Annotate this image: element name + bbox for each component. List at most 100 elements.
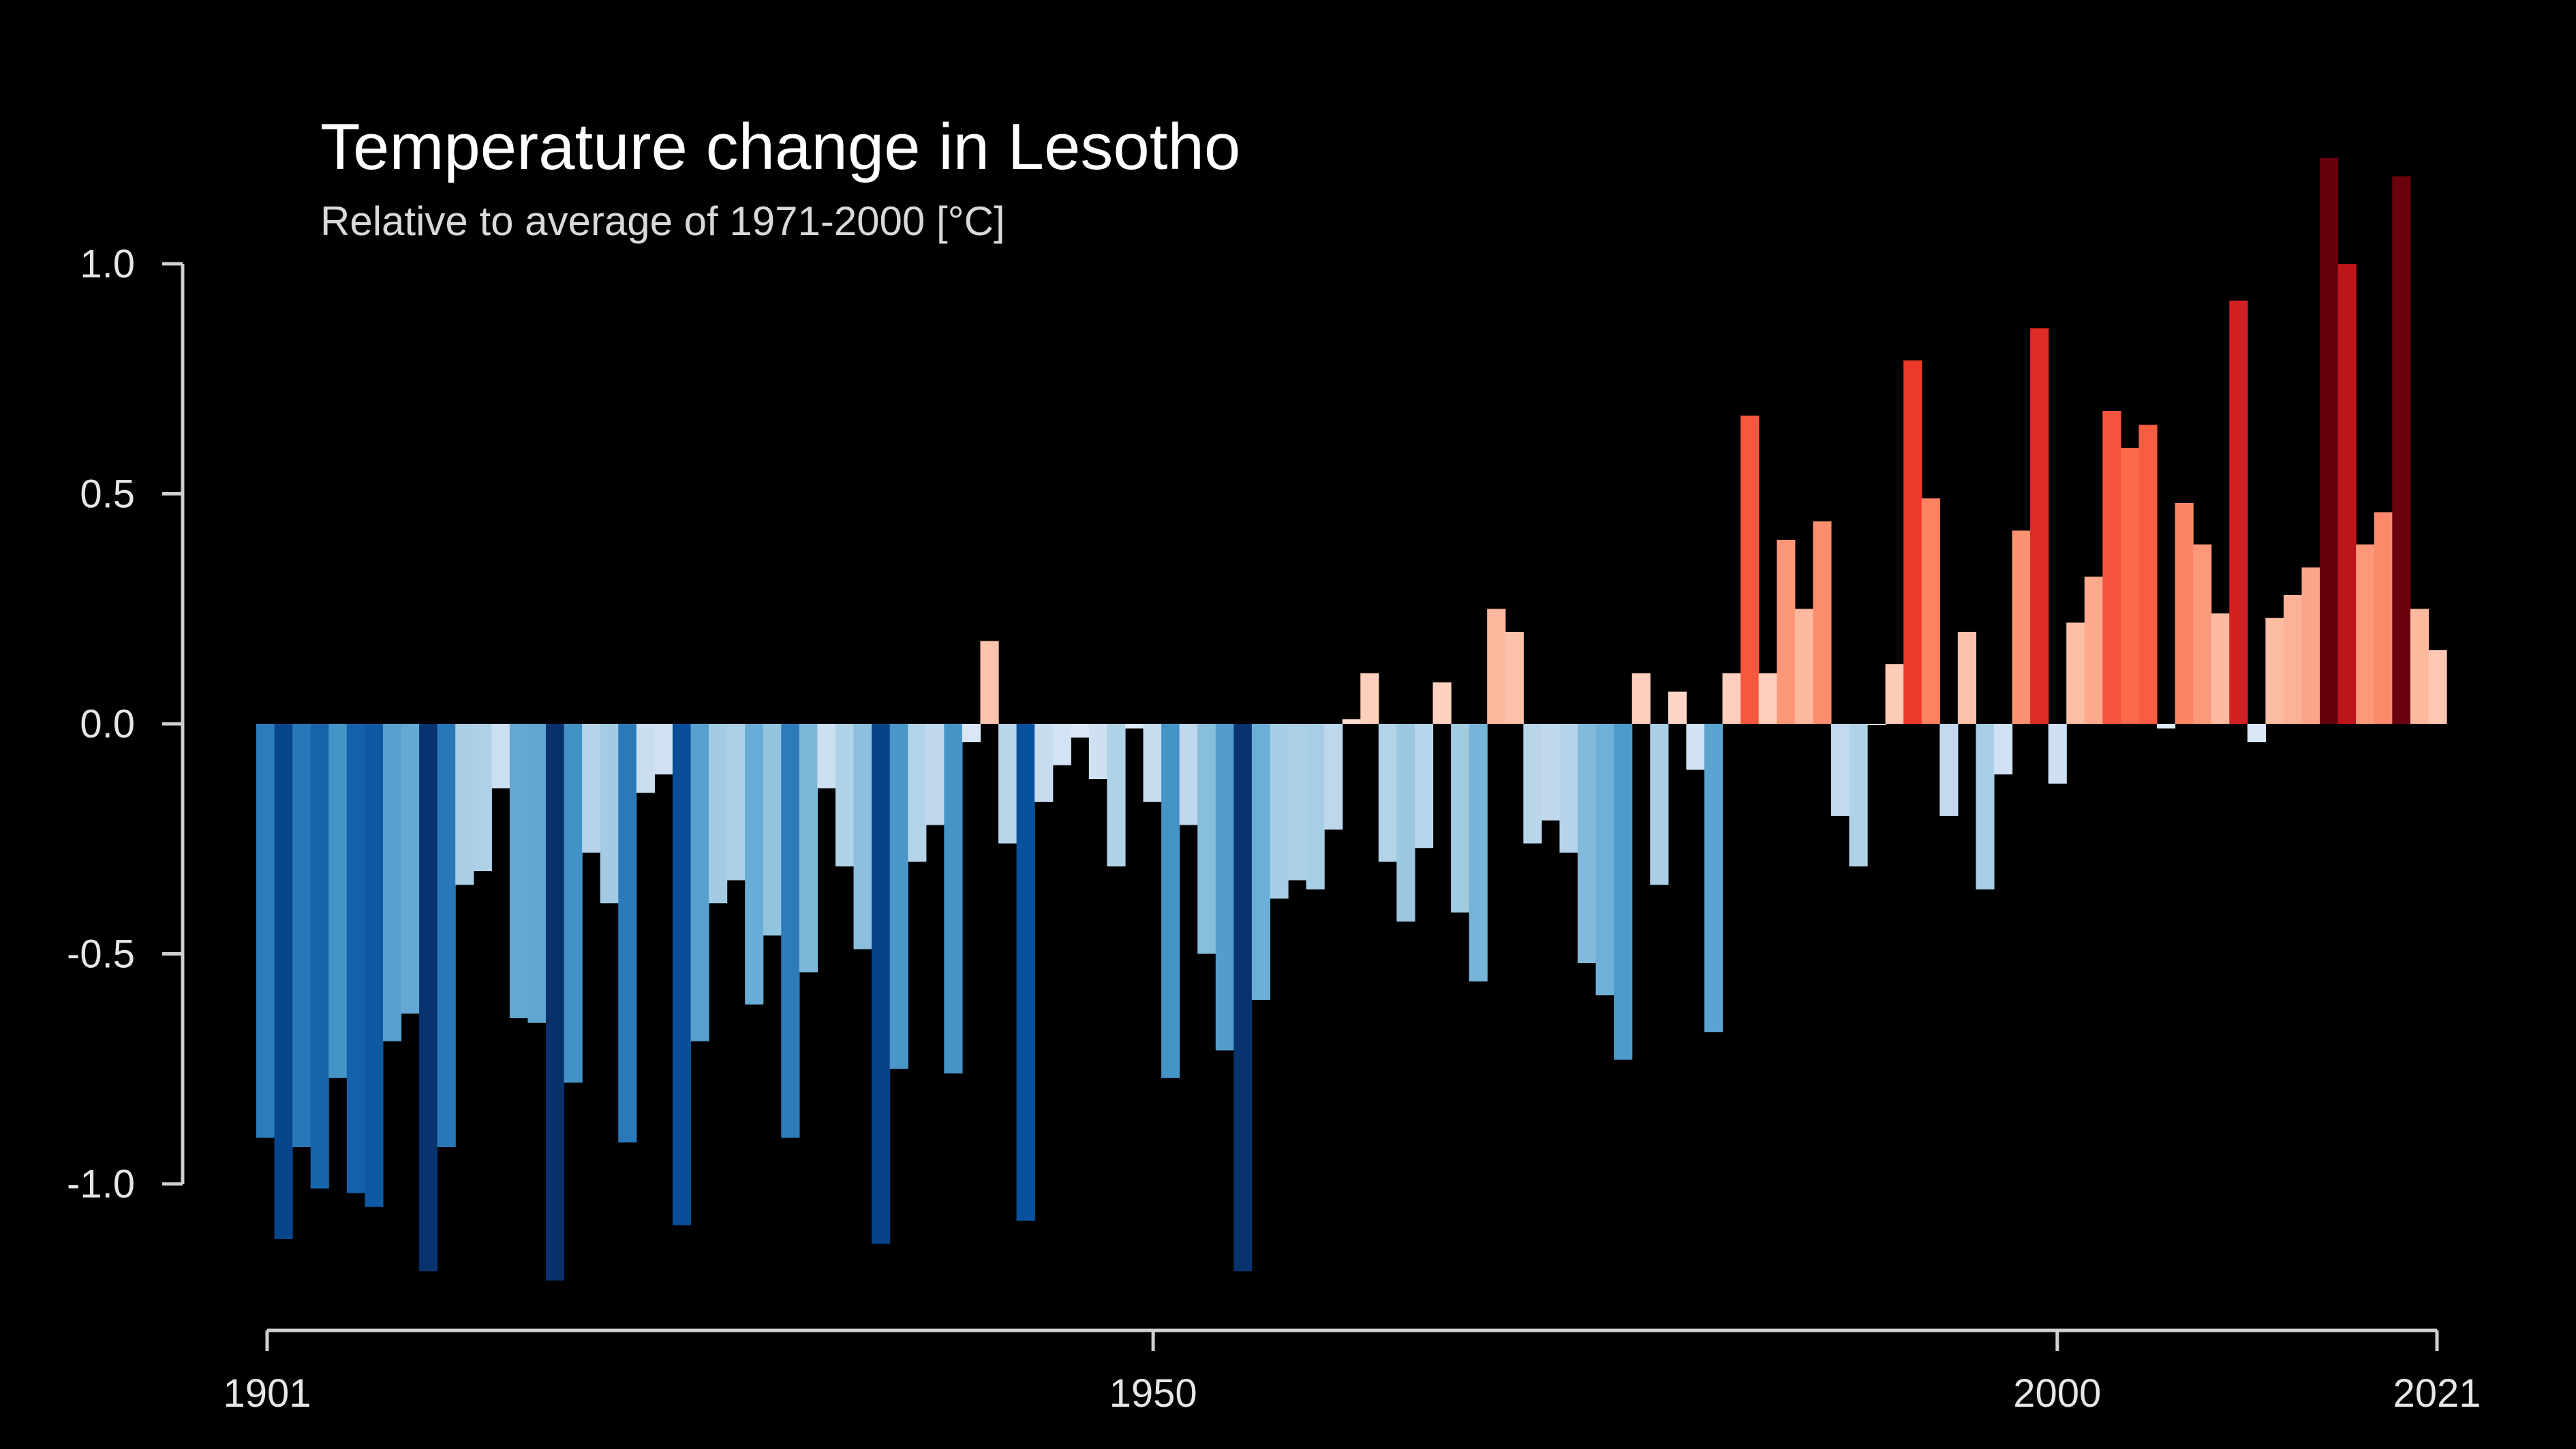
bar-1910 <box>419 724 438 1272</box>
bar-1927 <box>726 724 746 881</box>
bar-1971 <box>1523 724 1542 844</box>
bar-1950 <box>1143 724 1162 802</box>
bar-1970 <box>1505 632 1524 724</box>
bar-1934 <box>853 724 872 949</box>
bar-1905 <box>328 724 348 1078</box>
bar-1956 <box>1251 724 1271 1000</box>
bar-1946 <box>1071 724 1090 738</box>
x-tick-label: 1901 <box>223 1371 311 1416</box>
bar-1954 <box>1215 724 1234 1051</box>
bar-1998 <box>2012 530 2031 724</box>
bar-1915 <box>509 724 529 1018</box>
bar-1994 <box>1939 724 1959 816</box>
bar-1986 <box>1794 609 1813 724</box>
bar-1935 <box>872 724 891 1244</box>
bar-2009 <box>2211 613 2230 724</box>
bar-1958 <box>1288 724 1307 881</box>
bar-1941 <box>980 641 999 724</box>
bar-2000 <box>2048 724 2067 784</box>
bar-2003 <box>2102 411 2121 724</box>
bar-1997 <box>1993 724 2013 775</box>
bar-2006 <box>2157 724 2176 729</box>
bar-1924 <box>672 724 692 1225</box>
bar-1926 <box>709 724 728 904</box>
bar-1922 <box>636 724 655 793</box>
bar-1992 <box>1903 360 1922 724</box>
x-tick-label: 2021 <box>2393 1371 2481 1416</box>
x-axis: 1901 1950 2000 2021 <box>223 1328 2481 1416</box>
bar-1961 <box>1342 719 1361 724</box>
bar-2007 <box>2175 503 2194 724</box>
bar-1957 <box>1270 724 1289 899</box>
bar-1966 <box>1432 682 1452 724</box>
bar-1945 <box>1052 724 1071 765</box>
bar-1981 <box>1704 724 1723 1033</box>
bar-1987 <box>1813 521 1832 724</box>
bar-1949 <box>1124 724 1144 729</box>
bar-1968 <box>1469 724 1488 981</box>
bar-1947 <box>1088 724 1108 779</box>
bar-1929 <box>763 724 782 936</box>
bar-1913 <box>473 724 492 871</box>
bar-1953 <box>1197 724 1216 954</box>
bar-1901 <box>256 724 275 1138</box>
x-tick-label: 1950 <box>1109 1371 1197 1416</box>
chart-title: Temperature change in Lesotho <box>320 110 1240 183</box>
bar-1940 <box>962 724 981 742</box>
y-tick-label: -0.5 <box>67 932 135 977</box>
bar-1951 <box>1161 724 1180 1078</box>
bar-1989 <box>1849 724 1868 867</box>
bar-1988 <box>1830 724 1850 816</box>
bar-1995 <box>1957 632 1976 724</box>
bar-1917 <box>545 724 565 1281</box>
bar-1930 <box>781 724 800 1138</box>
bar-1967 <box>1451 724 1470 913</box>
bar-1914 <box>491 724 510 789</box>
bar-1999 <box>2030 328 2049 724</box>
bar-2020 <box>2410 609 2429 724</box>
bar-1964 <box>1396 724 1415 922</box>
bar-1939 <box>944 724 963 1073</box>
bar-1965 <box>1414 724 1434 849</box>
x-tick-label: 2000 <box>2013 1371 2101 1416</box>
bar-1960 <box>1324 724 1343 830</box>
bar-1977 <box>1631 673 1651 724</box>
bar-2014 <box>2301 567 2320 724</box>
bar-2011 <box>2247 724 2266 742</box>
bar-1912 <box>455 724 474 885</box>
bar-1911 <box>437 724 456 1147</box>
bar-1963 <box>1378 724 1397 862</box>
bar-1996 <box>1976 724 1995 889</box>
y-axis: 1.0 0.5 0.0 -0.5 -1.0 <box>67 242 185 1206</box>
bar-2004 <box>2120 448 2140 724</box>
bar-1972 <box>1541 724 1561 821</box>
bar-1919 <box>582 724 601 853</box>
bar-1991 <box>1885 664 1904 724</box>
bar-1974 <box>1578 724 1597 963</box>
bar-1944 <box>1034 724 1054 802</box>
bar-1925 <box>690 724 709 1041</box>
y-tick-label: 1.0 <box>80 242 135 286</box>
bar-1973 <box>1559 724 1578 853</box>
bar-2005 <box>2138 425 2158 724</box>
bar-1955 <box>1233 724 1253 1272</box>
bar-2010 <box>2229 301 2248 724</box>
bar-1985 <box>1777 540 1796 724</box>
bar-1916 <box>527 724 547 1023</box>
y-tick-label: -1.0 <box>67 1162 135 1206</box>
bar-1937 <box>908 724 927 862</box>
y-tick-label: 0.5 <box>80 472 135 517</box>
bar-2015 <box>2320 157 2339 724</box>
bar-1976 <box>1614 724 1633 1060</box>
bar-2016 <box>2337 264 2357 724</box>
bar-1983 <box>1741 415 1760 724</box>
bar-1982 <box>1722 673 1741 724</box>
bar-1952 <box>1179 724 1198 825</box>
bar-1907 <box>365 724 384 1207</box>
bar-1948 <box>1107 724 1126 867</box>
bar-1962 <box>1360 673 1379 724</box>
bar-2017 <box>2356 544 2375 724</box>
bar-1902 <box>274 724 293 1239</box>
bar-1906 <box>346 724 365 1193</box>
